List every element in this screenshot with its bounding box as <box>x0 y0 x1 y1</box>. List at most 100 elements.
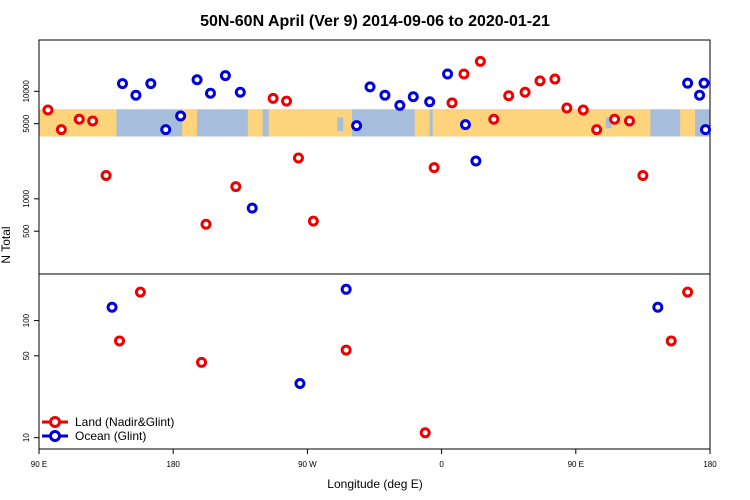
ocean-point <box>145 78 157 90</box>
land-point <box>114 335 126 347</box>
ocean-point <box>340 283 352 295</box>
water-notch <box>605 117 612 129</box>
ocean-point <box>379 89 391 101</box>
land-point <box>446 97 458 109</box>
water-notch <box>378 117 385 134</box>
land-point <box>230 181 242 193</box>
ocean-point <box>234 86 246 98</box>
ocean-point <box>351 120 363 132</box>
ocean-point <box>698 77 710 89</box>
land-point <box>200 218 212 230</box>
ocean-point <box>204 87 216 99</box>
lower-panel: 10 50 100 <box>22 313 39 442</box>
x-ticks: 90 E 180 90 W 0 90 E 180 <box>31 449 717 469</box>
land-point <box>623 115 635 127</box>
land-point <box>340 344 352 356</box>
land-point <box>419 427 431 439</box>
ocean-point <box>294 378 306 390</box>
land-point <box>134 286 146 298</box>
land-point <box>42 104 54 116</box>
ocean-point <box>175 110 187 122</box>
ocean-point <box>394 99 406 111</box>
ocean-point <box>117 78 129 90</box>
ocean-point <box>694 89 706 101</box>
ocean-point <box>700 124 712 136</box>
land-point <box>534 75 546 87</box>
y-tick-label: 5000 <box>22 114 31 132</box>
legend-land-marker <box>49 416 61 428</box>
lower-y-ticks: 10 50 100 <box>22 313 39 442</box>
ocean-point <box>160 124 172 136</box>
land-point <box>73 113 85 125</box>
ocean-point <box>246 202 258 214</box>
ocean-point <box>191 74 203 86</box>
land-segment <box>247 109 263 137</box>
ocean-point <box>106 301 118 313</box>
land-point <box>458 68 470 80</box>
land-point <box>196 356 208 368</box>
land-point <box>267 92 279 104</box>
plot-frame <box>38 39 711 450</box>
land-point <box>503 90 515 102</box>
x-tick-label: 0 <box>439 460 444 469</box>
y-tick-label: 1000 <box>22 189 31 207</box>
water-notch <box>155 117 162 129</box>
legend-ocean-label: Ocean (Glint) <box>75 429 146 443</box>
x-tick-label: 180 <box>167 460 181 469</box>
land-point <box>474 55 486 67</box>
land-point <box>87 115 99 127</box>
land-point <box>428 162 440 174</box>
x-tick-label: 90 W <box>298 460 317 469</box>
data-points <box>42 55 712 439</box>
water-notch <box>337 117 344 132</box>
land-band <box>39 109 710 137</box>
land-point <box>637 169 649 181</box>
ocean-point <box>459 119 471 131</box>
water-notch <box>210 117 217 137</box>
land-point <box>665 335 677 347</box>
y-tick-label: 50 <box>22 351 31 360</box>
ocean-point <box>652 301 664 313</box>
land-point <box>100 169 112 181</box>
legend: Land (Nadir&Glint) Ocean (Glint) <box>42 415 174 443</box>
x-axis-label: Longitude (deg E) <box>327 477 422 491</box>
x-tick-label: 90 E <box>568 460 584 469</box>
land-point <box>292 152 304 164</box>
upper-panel: 500 1000 5000 10000 <box>22 80 710 238</box>
chart-title: 50N-60N April (Ver 9) 2014-09-06 to 2020… <box>200 13 550 30</box>
land-segment <box>680 109 696 137</box>
y-axis-label: N Total <box>0 226 13 263</box>
y-tick-label: 500 <box>22 224 31 238</box>
y-tick-label: 100 <box>22 313 31 327</box>
ocean-point <box>364 81 376 93</box>
legend-land-label: Land (Nadir&Glint) <box>75 415 174 429</box>
ocean-point <box>424 96 436 108</box>
legend-ocean-marker <box>49 430 61 442</box>
land-point <box>488 113 500 125</box>
y-tick-label: 10000 <box>22 80 31 103</box>
x-tick-label: 180 <box>703 460 717 469</box>
land-point <box>609 113 621 125</box>
land-point <box>281 95 293 107</box>
upper-y-ticks: 500 1000 5000 10000 <box>22 80 39 238</box>
land-point <box>591 124 603 136</box>
y-tick-label: 10 <box>22 433 31 442</box>
water-notch <box>657 117 664 134</box>
ocean-point <box>470 155 482 167</box>
x-tick-label: 90 E <box>31 460 47 469</box>
land-point <box>561 102 573 114</box>
land-point <box>307 215 319 227</box>
ocean-point <box>130 89 142 101</box>
water-notch <box>128 117 135 134</box>
land-point <box>519 86 531 98</box>
ocean-point <box>442 68 454 80</box>
ocean-point <box>219 70 231 82</box>
land-point <box>55 124 67 136</box>
ocean-point <box>682 77 694 89</box>
land-point <box>549 73 561 85</box>
land-point <box>577 104 589 116</box>
land-segment <box>414 109 430 137</box>
ocean-point <box>407 91 419 103</box>
land-point <box>682 286 694 298</box>
